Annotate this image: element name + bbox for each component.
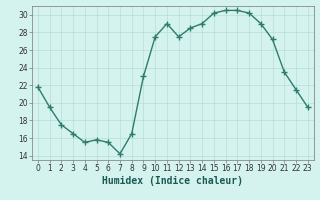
X-axis label: Humidex (Indice chaleur): Humidex (Indice chaleur) <box>102 176 243 186</box>
